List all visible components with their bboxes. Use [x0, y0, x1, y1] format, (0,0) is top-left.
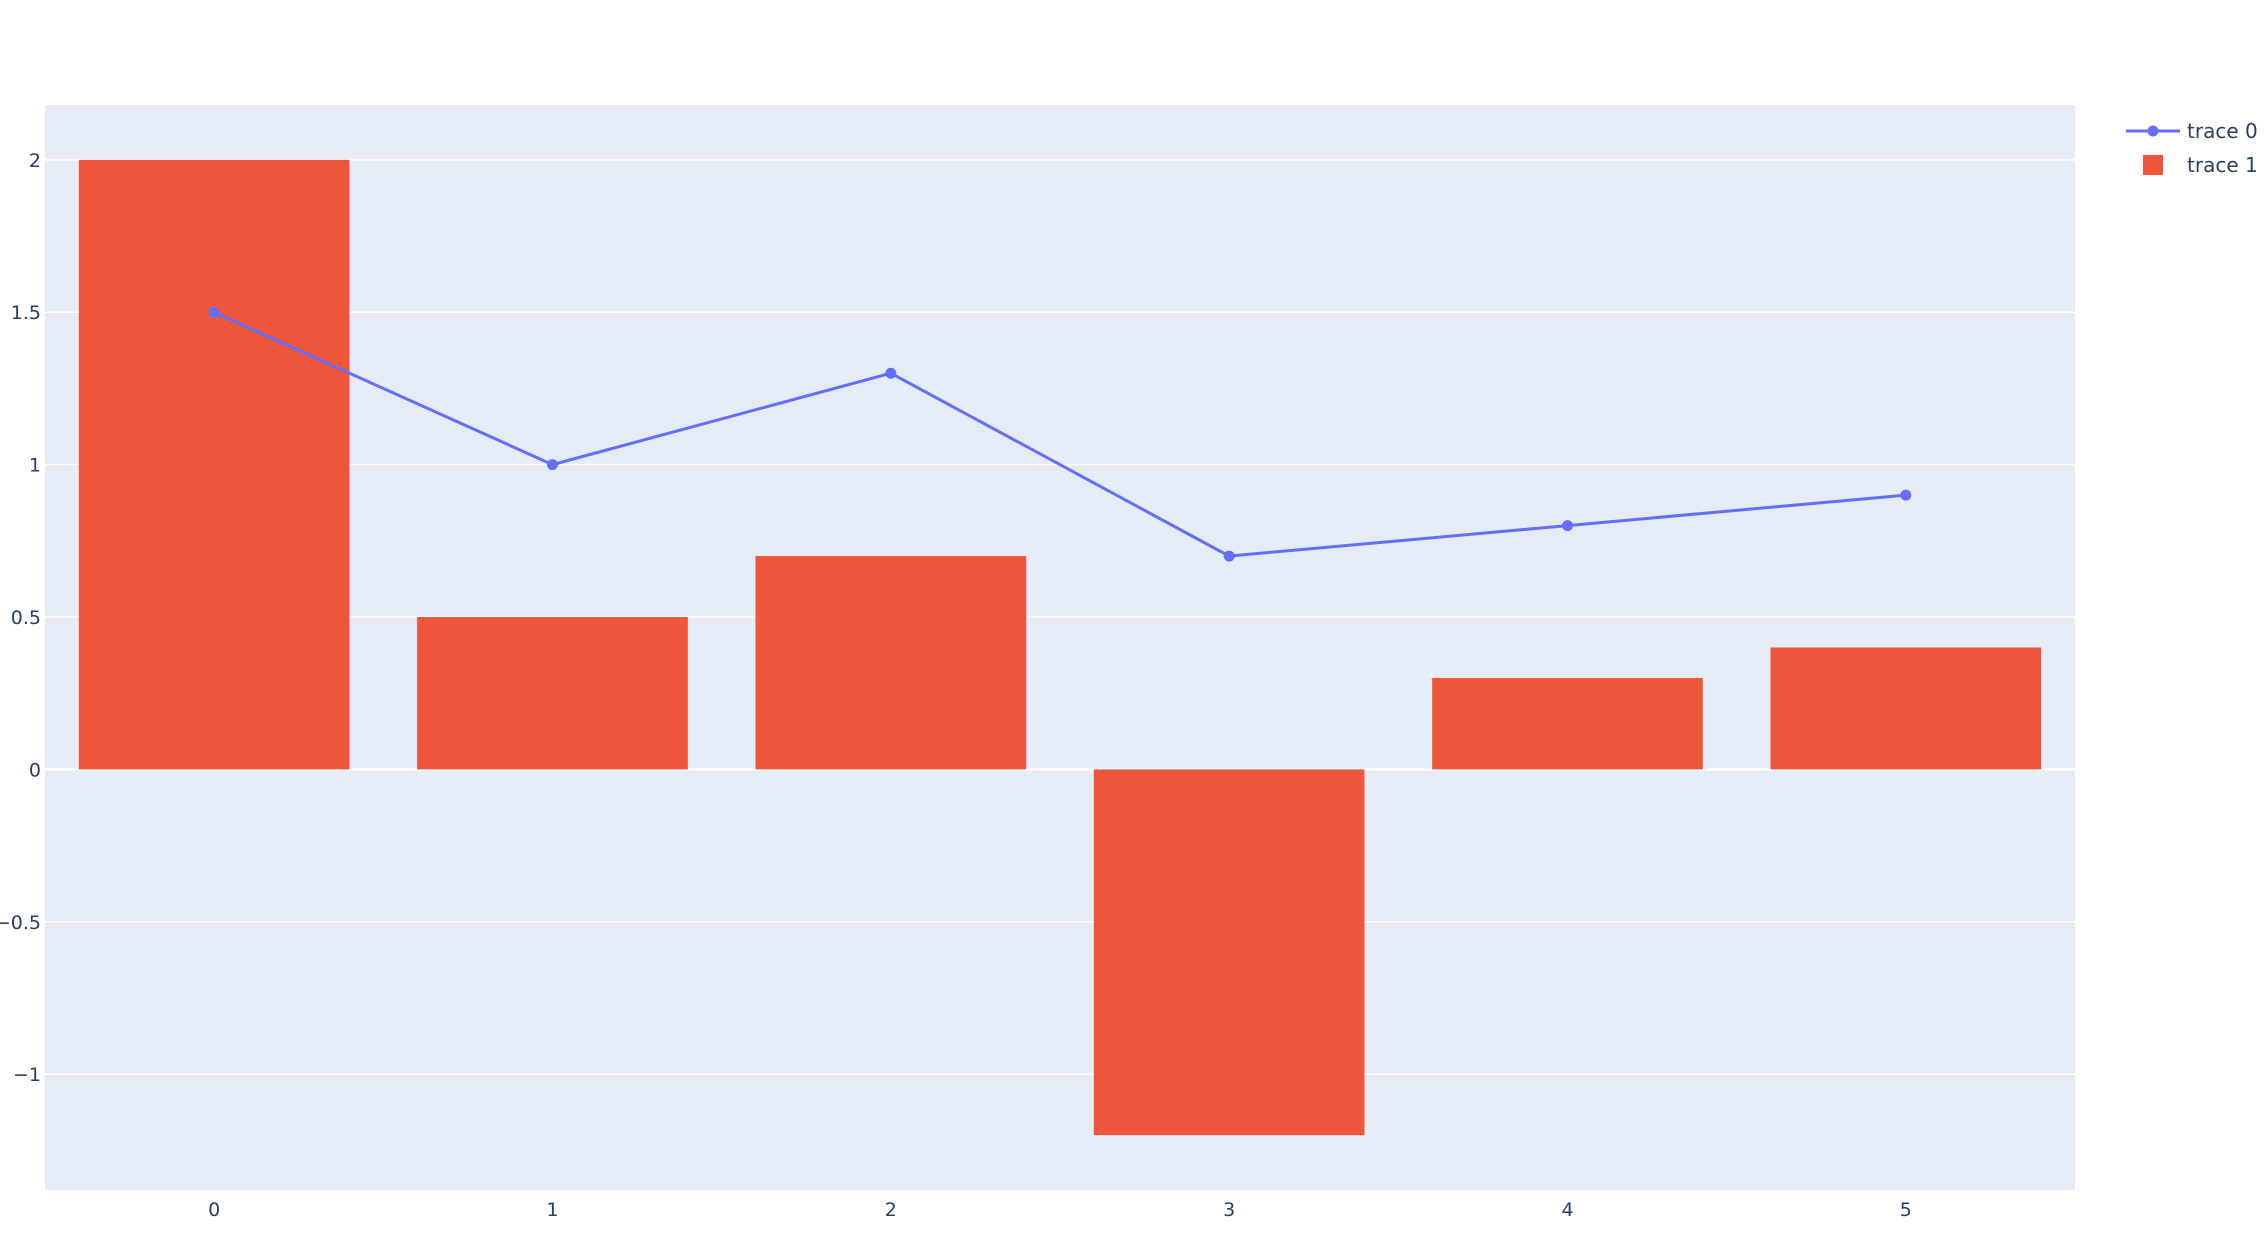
y-tick-label: −1	[13, 1064, 41, 1086]
x-tick-label: 2	[885, 1199, 897, 1221]
legend-bar-swatch	[2143, 155, 2163, 175]
bar[interactable]	[1093, 769, 1365, 1136]
y-tick-label: 1	[29, 455, 41, 477]
line-point[interactable]	[208, 306, 220, 318]
x-tick-label: 0	[208, 1199, 220, 1221]
x-tick-label: 1	[546, 1199, 558, 1221]
y-tick-label: 1.5	[11, 302, 41, 324]
y-tick-label: 0	[29, 759, 41, 781]
line-series	[208, 306, 1912, 562]
y-axis: 2 1.5 1 0.5 0 −0.5 −1	[0, 150, 41, 1086]
legend-label-trace-1: trace 1	[2187, 153, 2258, 177]
x-tick-label: 5	[1900, 1199, 1912, 1221]
x-tick-label: 4	[1561, 1199, 1573, 1221]
legend-label-trace-0: trace 0	[2187, 119, 2258, 143]
y-tick-label: −0.5	[0, 912, 41, 934]
bar[interactable]	[755, 556, 1027, 770]
bar[interactable]	[1770, 647, 2042, 770]
legend[interactable]: trace 0 trace 1	[2126, 119, 2258, 177]
line-point[interactable]	[1900, 489, 1912, 501]
bars	[78, 159, 2042, 1136]
y-tick-label: 2	[29, 150, 41, 172]
y-tick-label: 0.5	[11, 607, 41, 629]
x-tick-label: 3	[1223, 1199, 1235, 1221]
bar[interactable]	[1432, 677, 1703, 770]
legend-item-trace-0[interactable]: trace 0	[2126, 119, 2258, 143]
line-point[interactable]	[1562, 520, 1573, 532]
bar[interactable]	[78, 159, 350, 770]
series-line	[213, 310, 1906, 558]
bar[interactable]	[417, 617, 688, 770]
x-axis: 0 1 2 3 4 5	[208, 1199, 1912, 1221]
line-point[interactable]	[547, 459, 558, 471]
legend-marker-swatch	[2147, 125, 2159, 137]
line-point[interactable]	[1223, 550, 1235, 562]
plot-area	[45, 105, 2075, 1190]
line-point[interactable]	[885, 367, 897, 379]
legend-item-trace-1[interactable]: trace 1	[2143, 153, 2258, 177]
